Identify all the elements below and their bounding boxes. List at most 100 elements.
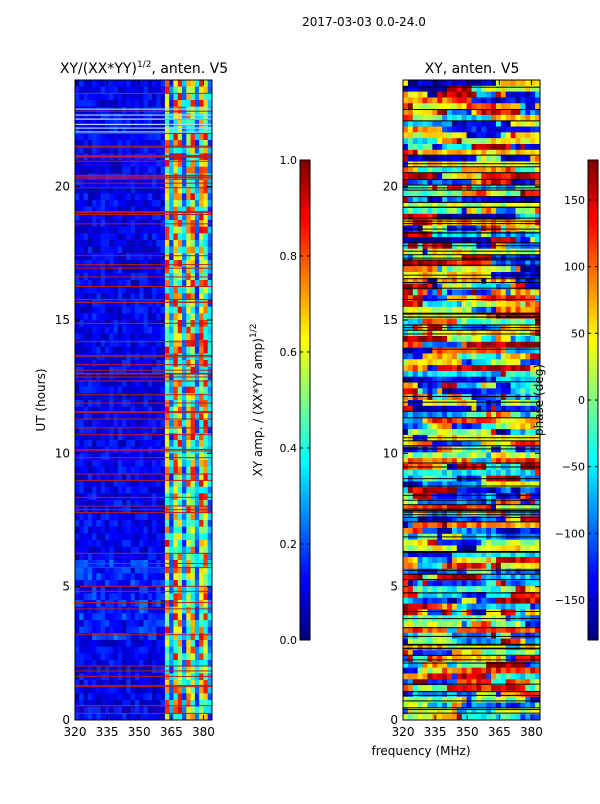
phase-cell [486,284,491,290]
amplitude-cell [105,600,110,607]
phase-cell [516,301,521,307]
amplitude-cell [199,680,204,687]
amplitude-cell [199,513,204,520]
phase-cell [511,266,516,272]
amplitude-cell [173,627,178,634]
amplitude-cell [122,233,127,240]
phase-cell [403,144,408,150]
amplitude-cell [203,687,208,694]
amplitude-cell [182,260,187,267]
amplitude-rfi-stripe [75,381,212,382]
phase-cell [516,231,521,237]
phase-cell [467,284,472,290]
amplitude-cell [88,120,93,127]
phase-cell [427,231,432,237]
amplitude-cell [122,107,127,114]
amplitude-cell [88,227,93,234]
phase-cell [506,342,511,348]
amplitude-cell [161,620,166,627]
amplitude-rfi-stripe [75,356,212,357]
phase-cell [462,92,467,98]
phase-cell [496,225,501,231]
phase-cell [418,231,423,237]
amplitude-cell [195,147,200,154]
amplitude-cell [122,167,127,174]
amplitude-cell [199,460,204,467]
phase-cell [486,319,491,325]
amplitude-cell [173,87,178,94]
amplitude-cell [178,627,183,634]
phase-cell [520,121,525,127]
amplitude-cell [199,420,204,427]
amplitude-cell [186,360,191,367]
phase-cell [462,383,467,389]
amplitude-cell [161,640,166,647]
amplitude-cell [126,453,131,460]
amplitude-cell [156,247,161,254]
amplitude-cell [173,247,178,254]
amplitude-cell [195,80,200,87]
phase-cell [442,284,447,290]
phase-cell [511,156,516,162]
phase-cell [467,220,472,226]
amplitude-cell [173,613,178,620]
amplitude-cell [161,447,166,454]
amplitude-cell [114,653,119,660]
amplitude-cell [79,387,84,394]
amplitude-cell [75,100,80,107]
amplitude-cell [101,713,106,720]
amplitude-cell [152,420,157,427]
amplitude-cell [178,587,183,594]
amplitude-cell [148,80,153,87]
phase-cell [467,214,472,220]
amplitude-cell [135,600,140,607]
amplitude-cell [191,540,196,547]
phase-cell [427,289,432,295]
phase-cell [432,447,437,453]
amplitude-cell [161,307,166,314]
amplitude-cell [126,347,131,354]
amplitude-cell [173,607,178,614]
amplitude-cell [135,707,140,714]
amplitude-cell [96,233,101,240]
phase-cell [486,127,491,133]
amplitude-cell [126,420,131,427]
amplitude-cell [195,447,200,454]
amplitude-cell [165,133,170,140]
amplitude-cell [186,280,191,287]
phase-cell [437,388,442,394]
amplitude-cell [114,587,119,594]
amplitude-cell [122,313,127,320]
phase-cell [447,394,452,400]
phase-cell [506,80,511,86]
phase-cell [476,412,481,418]
phase-cell [501,249,506,255]
amplitude-cell [182,280,187,287]
amplitude-cell [88,573,93,580]
phase-cell [491,400,496,406]
amplitude-cell [88,627,93,634]
amplitude-cell [131,613,136,620]
amplitude-cell [152,467,157,474]
amplitude-cell [186,420,191,427]
phase-cell [472,132,477,138]
phase-cell [457,249,462,255]
phase-cell [432,132,437,138]
amplitude-cell [96,487,101,494]
phase-cell [516,336,521,342]
phase-cell [472,103,477,109]
amplitude-cell [165,640,170,647]
amplitude-cell [165,460,170,467]
amplitude-cell [203,520,208,527]
phase-cell [520,284,525,290]
phase-cell [423,214,428,220]
amplitude-cell [88,420,93,427]
amplitude-cell [144,627,149,634]
phase-cell [481,330,486,336]
amplitude-cell [195,233,200,240]
amplitude-cell [101,707,106,714]
phase-cell [437,138,442,144]
phase-cell [432,127,437,133]
amplitude-cell [182,480,187,487]
amplitude-cell [161,300,166,307]
